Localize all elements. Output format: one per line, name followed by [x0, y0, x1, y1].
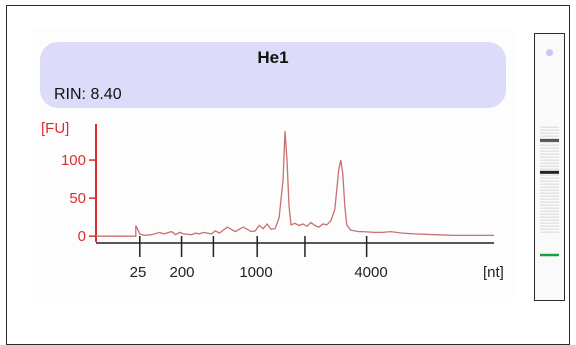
- y-tick-label: 50: [69, 190, 86, 207]
- gel-lane-image: [540, 49, 559, 257]
- x-tick-label: 4000: [354, 264, 387, 281]
- y-tick-label: 100: [61, 152, 86, 169]
- trace-line: [96, 131, 494, 237]
- lane-dot: [546, 49, 553, 57]
- lane-band: [540, 170, 559, 174]
- trace-group: [96, 131, 494, 237]
- y-axis: 0 50 100: [61, 124, 97, 245]
- x-tick-label: 1000: [239, 264, 272, 281]
- sample-header: He1 RIN: 8.40: [40, 42, 506, 108]
- x-axis-label: [nt]: [483, 264, 504, 281]
- lane-marker-band: [540, 253, 559, 257]
- gel-lane: [534, 33, 565, 301]
- x-tick-label: 25: [130, 264, 147, 281]
- lane-band: [540, 138, 559, 142]
- sample-name: He1: [257, 48, 289, 67]
- y-tick-label: 0: [78, 228, 86, 245]
- x-axis: 25 200 1000 4000: [96, 236, 494, 281]
- y-axis-label: [FU]: [41, 120, 69, 137]
- rin-value: RIN: 8.40: [54, 86, 122, 103]
- electropherogram-chart: [FU] 0 50 100 25 200 1000 4000 [nt]: [41, 120, 504, 281]
- x-tick-label: 200: [169, 264, 194, 281]
